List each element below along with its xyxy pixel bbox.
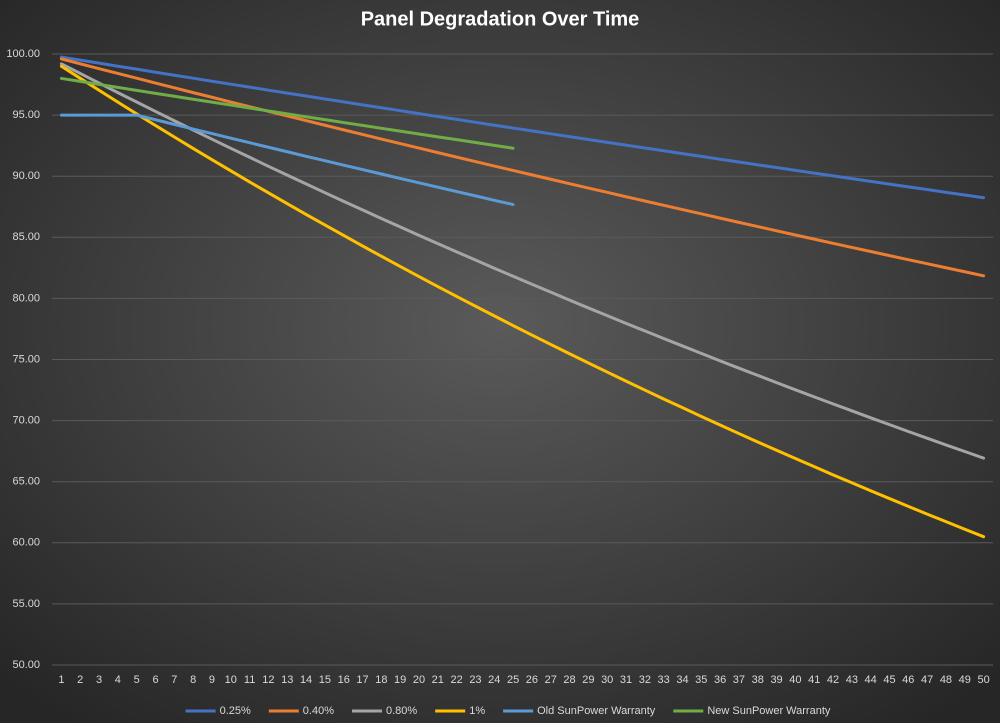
x-tick-label: 38 bbox=[752, 674, 764, 686]
x-tick-label: 29 bbox=[582, 674, 594, 686]
y-tick-label: 50.00 bbox=[12, 659, 40, 671]
x-tick-label: 19 bbox=[394, 674, 406, 686]
x-tick-label: 13 bbox=[281, 674, 293, 686]
x-tick-label: 9 bbox=[209, 674, 215, 686]
x-tick-label: 16 bbox=[338, 674, 350, 686]
x-tick-label: 6 bbox=[152, 674, 158, 686]
x-tick-label: 28 bbox=[563, 674, 575, 686]
legend-label: Old SunPower Warranty bbox=[537, 705, 656, 717]
x-tick-label: 5 bbox=[134, 674, 140, 686]
x-tick-label: 43 bbox=[846, 674, 858, 686]
series-line bbox=[59, 76, 515, 150]
x-tick-label: 25 bbox=[507, 674, 519, 686]
x-tick-label: 37 bbox=[733, 674, 745, 686]
x-tick-label: 35 bbox=[695, 674, 707, 686]
series-line bbox=[59, 113, 515, 207]
legend-label: 0.40% bbox=[303, 705, 334, 717]
legend-label: New SunPower Warranty bbox=[707, 705, 831, 717]
legend-label: 1% bbox=[469, 705, 485, 717]
y-tick-label: 90.00 bbox=[12, 170, 40, 182]
x-tick-label: 39 bbox=[770, 674, 782, 686]
x-tick-label: 24 bbox=[488, 674, 500, 686]
x-tick-label: 26 bbox=[526, 674, 538, 686]
x-tick-label: 23 bbox=[469, 674, 481, 686]
y-tick-label: 65.00 bbox=[12, 476, 40, 488]
x-tick-label: 34 bbox=[676, 674, 688, 686]
x-tick-label: 18 bbox=[375, 674, 387, 686]
x-tick-label: 17 bbox=[356, 674, 368, 686]
legend-label: 0.25% bbox=[220, 705, 251, 717]
x-tick-label: 33 bbox=[658, 674, 670, 686]
x-tick-label: 36 bbox=[714, 674, 726, 686]
series-line bbox=[59, 57, 986, 278]
x-tick-label: 50 bbox=[977, 674, 989, 686]
x-tick-label: 47 bbox=[921, 674, 933, 686]
x-tick-label: 12 bbox=[262, 674, 274, 686]
x-tick-label: 32 bbox=[639, 674, 651, 686]
x-tick-label: 21 bbox=[432, 674, 444, 686]
y-tick-label: 80.00 bbox=[12, 292, 40, 304]
x-tick-label: 42 bbox=[827, 674, 839, 686]
y-tick-label: 60.00 bbox=[12, 537, 40, 549]
x-tick-label: 8 bbox=[190, 674, 196, 686]
y-tick-label: 95.00 bbox=[12, 109, 40, 121]
x-tick-label: 11 bbox=[244, 674, 255, 686]
x-tick-label: 4 bbox=[115, 674, 121, 686]
x-tick-label: 31 bbox=[620, 674, 632, 686]
x-tick-label: 27 bbox=[545, 674, 557, 686]
x-tick-label: 49 bbox=[959, 674, 971, 686]
y-tick-label: 55.00 bbox=[12, 598, 40, 610]
x-tick-label: 14 bbox=[300, 674, 312, 686]
y-tick-label: 70.00 bbox=[12, 415, 40, 427]
x-tick-label: 48 bbox=[940, 674, 952, 686]
series-line bbox=[59, 62, 986, 460]
x-tick-label: 45 bbox=[883, 674, 895, 686]
x-tick-label: 3 bbox=[96, 674, 102, 686]
x-tick-label: 15 bbox=[319, 674, 331, 686]
x-tick-label: 20 bbox=[413, 674, 425, 686]
x-tick-label: 46 bbox=[902, 674, 914, 686]
x-tick-label: 2 bbox=[77, 674, 83, 686]
x-tick-label: 41 bbox=[808, 674, 820, 686]
x-tick-label: 1 bbox=[58, 674, 64, 686]
x-tick-label: 40 bbox=[789, 674, 801, 686]
legend-label: 0.80% bbox=[386, 705, 417, 717]
y-tick-label: 75.00 bbox=[12, 353, 40, 365]
x-tick-label: 7 bbox=[171, 674, 177, 686]
series-line bbox=[59, 55, 986, 200]
y-tick-label: 85.00 bbox=[12, 231, 40, 243]
x-tick-label: 44 bbox=[865, 674, 877, 686]
x-tick-label: 10 bbox=[225, 674, 237, 686]
chart-title: Panel Degradation Over Time bbox=[361, 8, 640, 30]
x-tick-label: 30 bbox=[601, 674, 613, 686]
x-tick-label: 22 bbox=[451, 674, 463, 686]
y-tick-label: 100.00 bbox=[6, 48, 40, 60]
series-line bbox=[59, 64, 986, 539]
